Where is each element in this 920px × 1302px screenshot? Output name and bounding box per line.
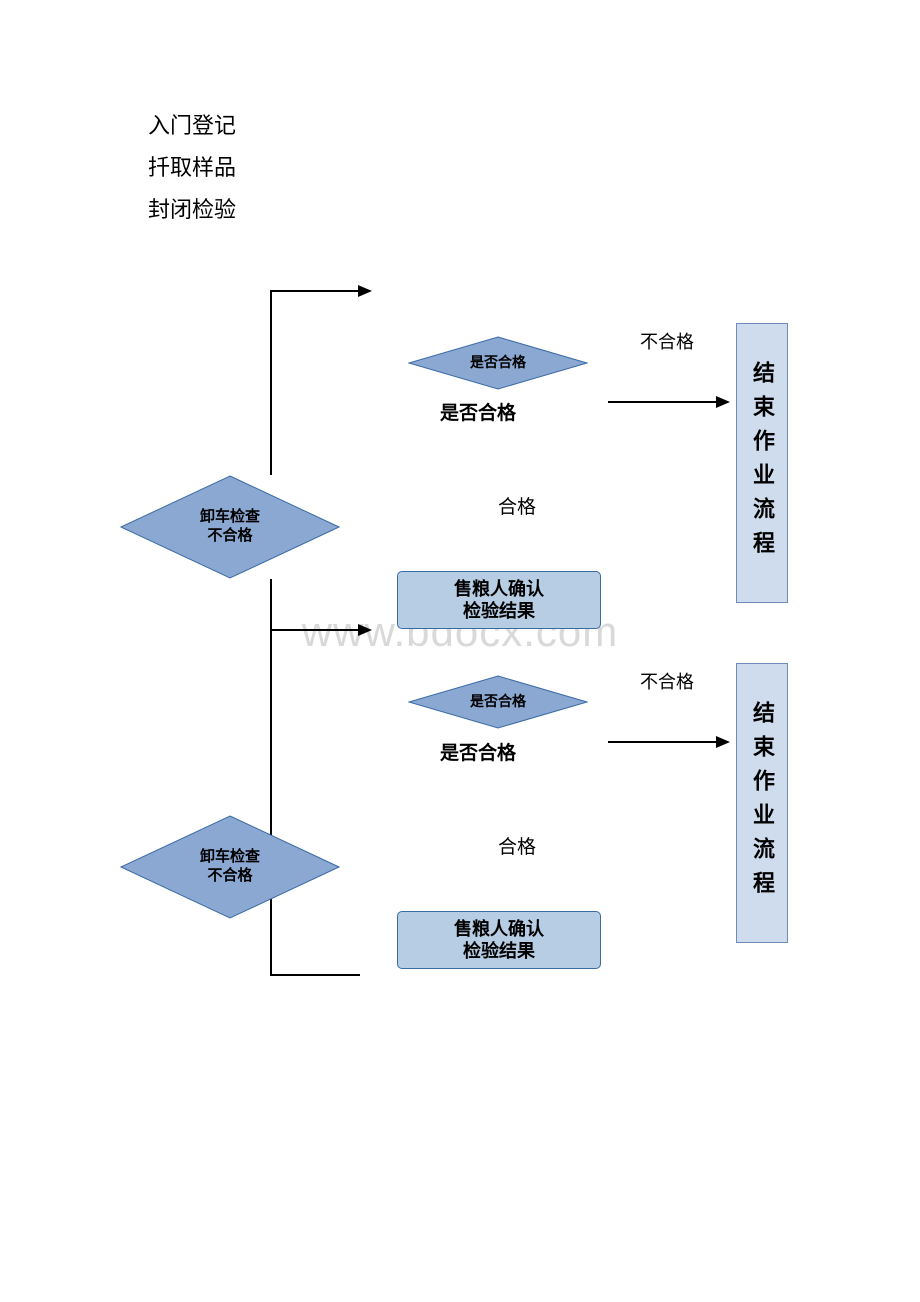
flow-label: 不合格 xyxy=(640,328,694,354)
process-confirm-result: 售粮人确认 检验结果 xyxy=(397,571,601,629)
decision-qualified: 是否合格 xyxy=(408,336,588,390)
connector-layer xyxy=(0,0,920,1302)
flow-label: 合格 xyxy=(498,492,536,519)
decision-label: 卸车检查 不合格 xyxy=(200,508,260,546)
flow-label: 是否合格 xyxy=(440,398,516,425)
terminator-end-process: 结束作业流程 xyxy=(736,323,788,603)
decision-label: 是否合格 xyxy=(470,693,526,711)
process-label: 售粮人确认 检验结果 xyxy=(454,578,544,623)
terminator-end-process: 结束作业流程 xyxy=(736,663,788,943)
decision-unload-check: 卸车检查 不合格 xyxy=(120,475,340,579)
decision-unload-check: 卸车检查 不合格 xyxy=(120,815,340,919)
decision-label: 卸车检查 不合格 xyxy=(200,848,260,886)
flow-label: 合格 xyxy=(498,832,536,859)
terminator-label: 结束作业流程 xyxy=(746,361,778,565)
decision-qualified: 是否合格 xyxy=(408,675,588,729)
flow-label: 不合格 xyxy=(640,668,694,694)
process-label: 售粮人确认 检验结果 xyxy=(454,918,544,963)
flow-label: 是否合格 xyxy=(440,738,516,765)
decision-label: 是否合格 xyxy=(470,354,526,372)
page-stage: www.bdocx.com 入门登记扦取样品封闭检验 卸车检查 不合格是否合格卸… xyxy=(0,0,920,1302)
process-confirm-result: 售粮人确认 检验结果 xyxy=(397,911,601,969)
terminator-label: 结束作业流程 xyxy=(746,701,778,905)
